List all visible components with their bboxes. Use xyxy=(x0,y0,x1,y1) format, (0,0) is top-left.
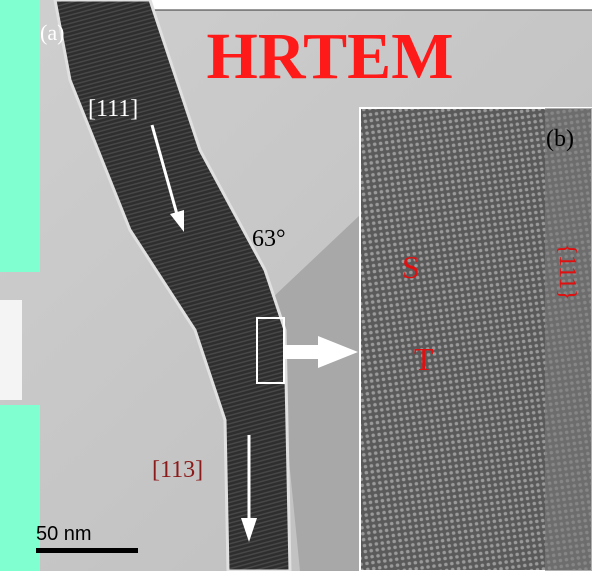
side-strip xyxy=(0,405,40,571)
scale-label: 50 nm xyxy=(36,523,92,545)
defect-label: T xyxy=(414,341,434,377)
inset-edge xyxy=(545,108,592,571)
title: HRTEM xyxy=(206,20,453,93)
top-strip xyxy=(140,0,592,10)
direction-label: [111] xyxy=(88,96,138,122)
micrograph-figure: (a) HRTEM [111] 63° [113] 50 nm (b) S T … xyxy=(0,0,592,571)
side-gap xyxy=(0,300,22,400)
scale-bar xyxy=(36,548,138,553)
side-strip xyxy=(0,0,40,272)
angle-label: 63° xyxy=(252,226,286,252)
direction-label: [113] xyxy=(152,457,203,483)
page: (a) HRTEM [111] 63° [113] 50 nm (b) S T … xyxy=(0,0,592,571)
plane-label: {111} xyxy=(554,243,580,300)
panel-label: (a) xyxy=(40,20,64,45)
defect-label: S xyxy=(402,249,420,285)
panel-label: (b) xyxy=(546,126,574,152)
